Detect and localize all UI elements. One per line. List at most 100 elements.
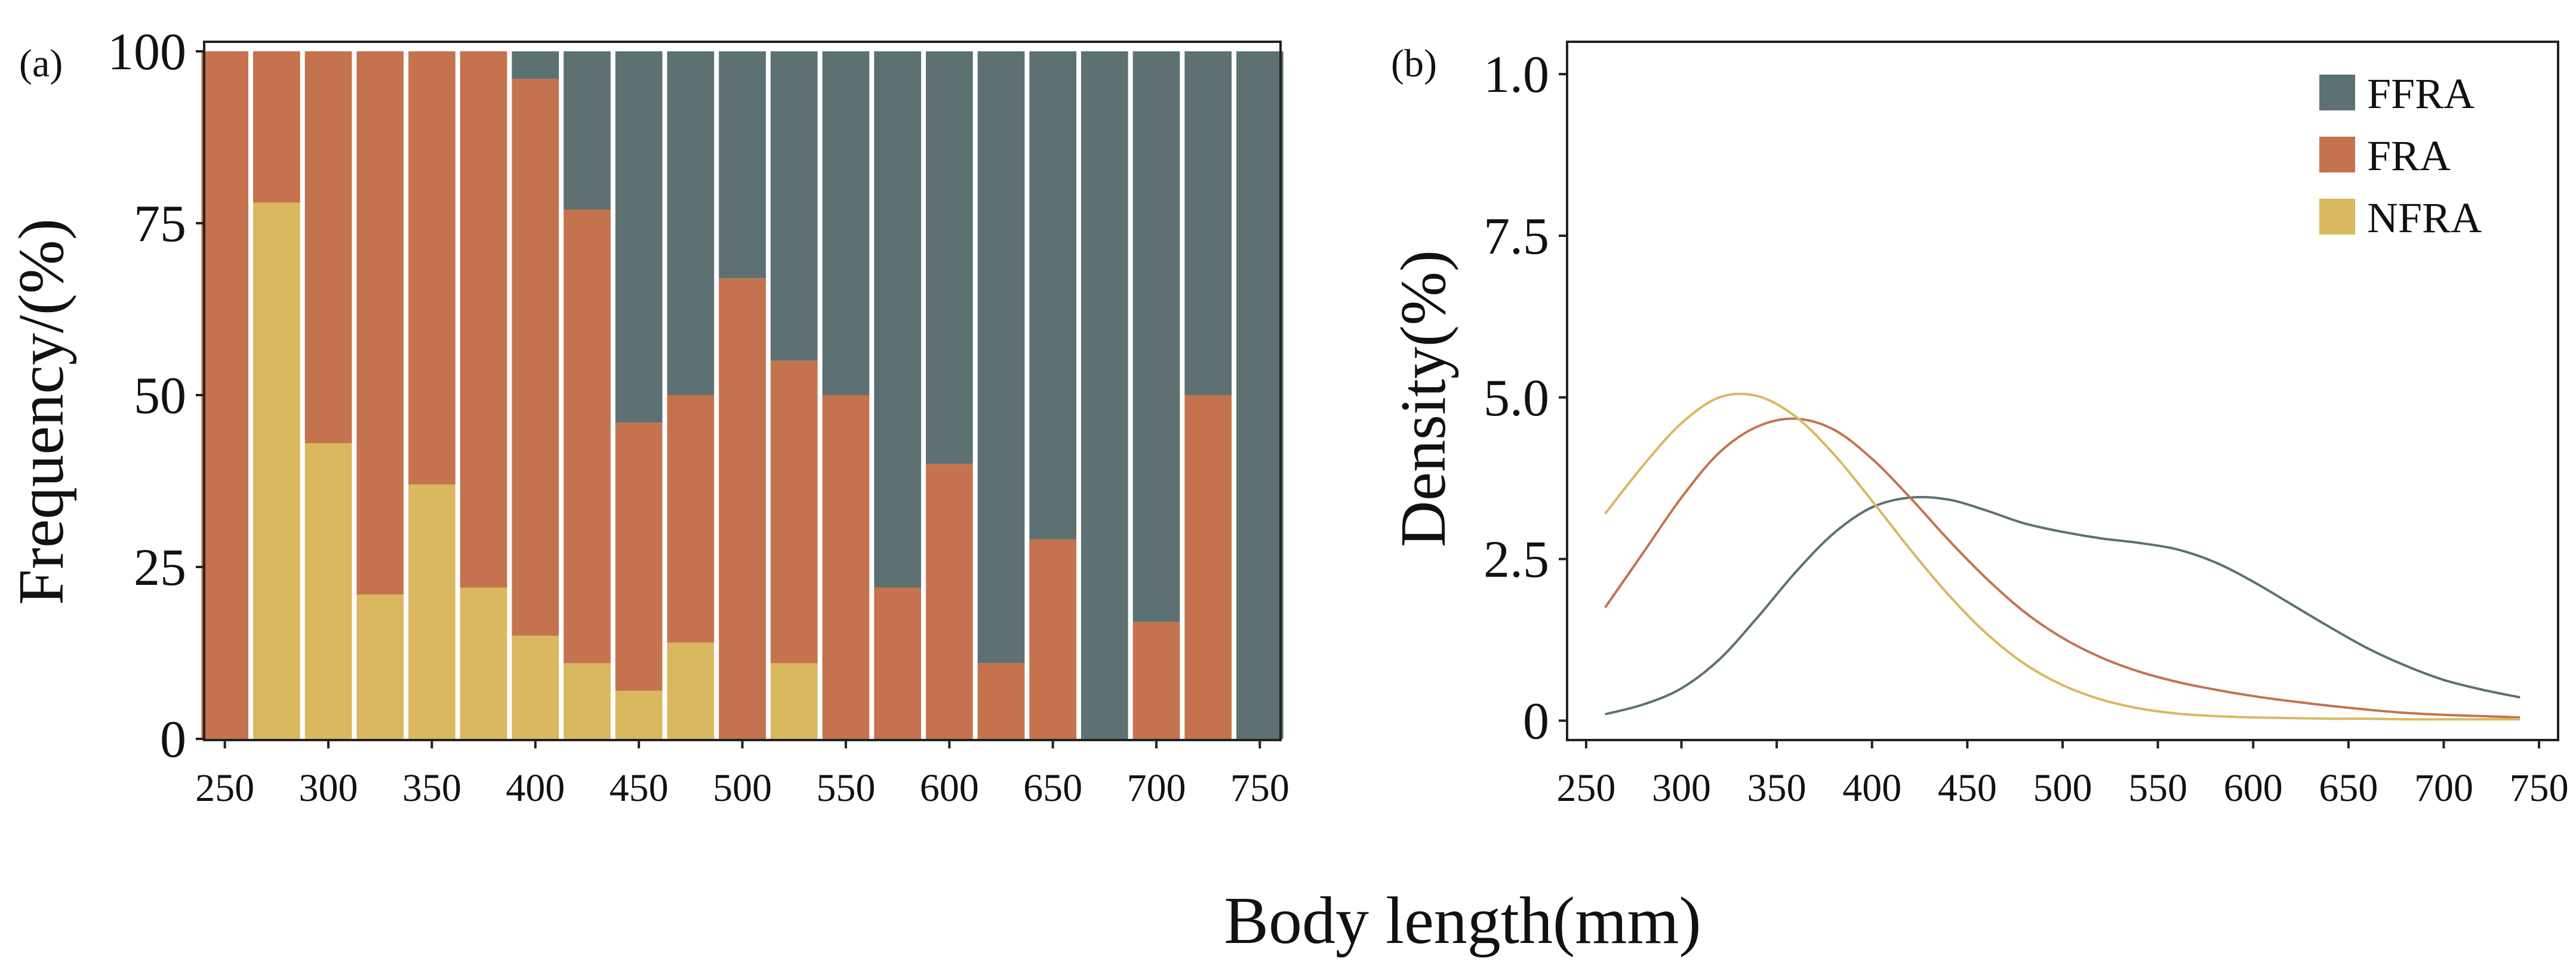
density-line-fra <box>1604 417 2520 719</box>
bar-fra-575 <box>874 587 921 739</box>
x-tick-label: 750 <box>1230 766 1289 810</box>
bar-fra-300 <box>304 51 352 443</box>
bar-ffra-625 <box>977 51 1025 664</box>
panel-a-label: (a) <box>19 42 63 85</box>
x-tick-label: 700 <box>1127 766 1186 810</box>
panel-a-x-axis: 250 300 350 400 450 500 550 600 650 700 750 <box>195 740 1289 810</box>
bar-nfra-475 <box>667 642 715 739</box>
x-tick-label: 250 <box>195 766 254 810</box>
bar-fra-250 <box>201 51 248 739</box>
panel-b-lines <box>1604 392 2520 721</box>
bar-ffra-475 <box>667 51 715 395</box>
bar-nfra-525 <box>770 663 818 739</box>
legend-label-ffra: FFRA <box>2367 70 2475 118</box>
x-tick-label: 400 <box>1842 766 1901 810</box>
bar-ffra-425 <box>564 51 611 209</box>
x-tick-label: 550 <box>816 766 875 810</box>
bar-fra-625 <box>977 663 1025 739</box>
bar-fra-375 <box>460 51 507 588</box>
bar-nfra-325 <box>356 594 404 739</box>
bar-fra-450 <box>615 423 663 691</box>
panel-a-bars <box>201 51 1284 739</box>
bar-nfra-400 <box>512 636 559 739</box>
y-tick-label: 75 <box>134 195 186 253</box>
bar-ffra-750 <box>1236 51 1284 739</box>
y-tick-label: 7.5 <box>1484 208 1549 266</box>
x-tick-label: 700 <box>2414 766 2473 810</box>
x-tick-label: 350 <box>402 766 461 810</box>
panel-b-ylabel: Density(%) <box>1388 250 1459 547</box>
bar-fra-475 <box>667 395 715 643</box>
x-tick-label: 650 <box>2319 766 2378 810</box>
legend-label-fra: FRA <box>2367 132 2451 180</box>
bar-ffra-650 <box>1029 51 1076 540</box>
bar-fra-350 <box>408 51 456 485</box>
legend-swatch-fra <box>2319 137 2355 172</box>
bar-ffra-600 <box>925 51 973 464</box>
shared-xlabel: Body length(mm) <box>1224 884 1701 958</box>
bar-nfra-350 <box>408 484 456 739</box>
bar-fra-325 <box>356 51 404 595</box>
panel-b-y-axis: 0 2.5 5.0 7.5 1.0 <box>1484 46 1567 751</box>
bar-nfra-375 <box>460 587 507 739</box>
bar-nfra-300 <box>304 443 352 739</box>
y-tick-label: 2.5 <box>1484 531 1549 589</box>
bar-ffra-700 <box>1132 51 1180 622</box>
panel-b-density-chart: (b) Density(%) 0 2.5 5.0 7.5 1.0 250 300 350 40… <box>1388 41 2569 810</box>
y-tick-label: 1.0 <box>1484 46 1549 104</box>
bar-nfra-425 <box>564 663 611 739</box>
bar-fra-725 <box>1184 395 1232 739</box>
legend-label-nfra: NFRA <box>2367 194 2482 242</box>
x-tick-label: 750 <box>2510 766 2569 810</box>
panel-a-y-axis: 0 25 50 75 100 <box>107 23 204 769</box>
x-tick-label: 350 <box>1747 766 1806 810</box>
bar-ffra-550 <box>822 51 870 395</box>
x-tick-label: 250 <box>1556 766 1615 810</box>
bar-ffra-525 <box>770 51 818 361</box>
density-line-nfra <box>1604 392 2520 721</box>
bar-ffra-725 <box>1184 51 1232 395</box>
x-tick-label: 500 <box>2033 766 2092 810</box>
x-tick-label: 550 <box>2128 766 2187 810</box>
y-tick-label: 50 <box>134 367 186 425</box>
panel-b-label: (b) <box>1391 42 1437 85</box>
bar-nfra-450 <box>615 691 663 739</box>
bar-fra-275 <box>253 51 300 203</box>
bar-ffra-450 <box>615 51 663 423</box>
bar-fra-400 <box>512 79 559 636</box>
bar-fra-500 <box>719 278 766 739</box>
bar-ffra-575 <box>874 51 921 588</box>
x-tick-label: 650 <box>1023 766 1082 810</box>
x-tick-label: 600 <box>920 766 979 810</box>
panel-a-stacked-bar-chart: (a) Frequency/(%) 0 25 50 75 100 250 300 350 40… <box>6 23 1289 810</box>
panel-a-ylabel: Frequency/(%) <box>6 218 77 605</box>
y-tick-label: 100 <box>107 23 186 81</box>
x-tick-label: 300 <box>1652 766 1711 810</box>
bar-ffra-500 <box>719 51 766 279</box>
panel-b-legend: FFRA FRA NFRA <box>2319 70 2482 242</box>
bar-fra-425 <box>564 209 611 664</box>
x-tick-label: 300 <box>299 766 358 810</box>
x-tick-label: 450 <box>1938 766 1997 810</box>
y-tick-label: 5.0 <box>1484 369 1549 427</box>
bar-fra-525 <box>770 360 818 664</box>
bar-fra-600 <box>925 464 973 739</box>
legend-swatch-nfra <box>2319 199 2355 235</box>
legend-swatch-ffra <box>2319 75 2355 110</box>
x-tick-label: 400 <box>506 766 565 810</box>
y-tick-label: 0 <box>1523 693 1549 751</box>
panel-b-x-axis: 250 300 350 400 450 500 550 600 650 700 750 <box>1556 740 2569 810</box>
y-tick-label: 25 <box>134 539 186 597</box>
bar-fra-650 <box>1029 539 1076 739</box>
bar-fra-550 <box>822 395 870 739</box>
bar-ffra-675 <box>1081 51 1128 739</box>
bar-fra-700 <box>1132 622 1180 739</box>
density-line-ffra <box>1605 495 2520 716</box>
x-tick-label: 450 <box>610 766 669 810</box>
bar-ffra-400 <box>512 51 559 79</box>
y-tick-label: 0 <box>160 711 186 769</box>
bar-nfra-275 <box>253 202 300 739</box>
x-tick-label: 500 <box>713 766 772 810</box>
x-tick-label: 600 <box>2224 766 2283 810</box>
